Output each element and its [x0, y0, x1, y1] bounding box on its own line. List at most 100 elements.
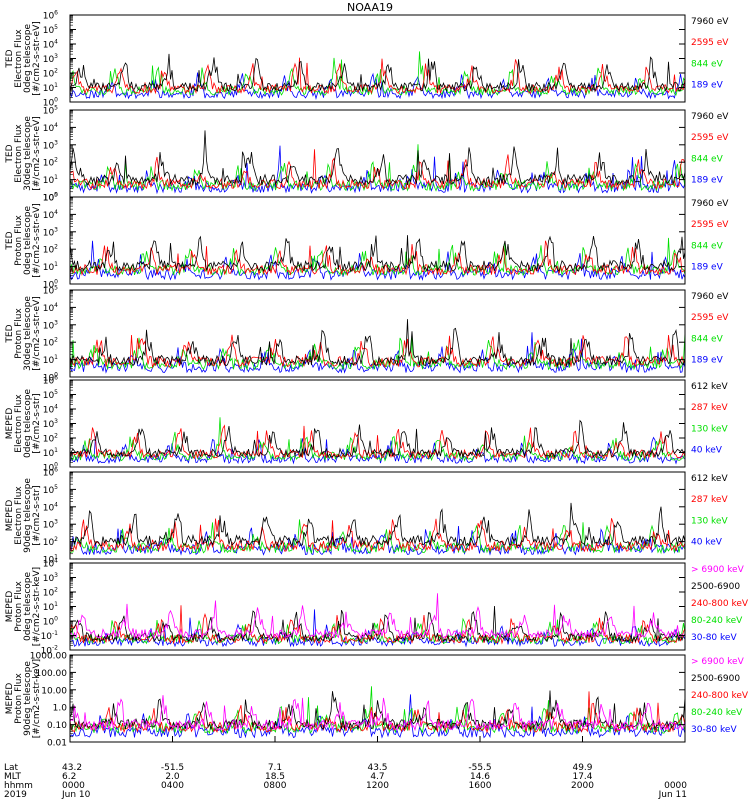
trace-2-1 [69, 130, 686, 187]
trace-8-3 [69, 691, 686, 734]
x-tick-label: 4.7 [370, 772, 384, 782]
legend-entry: 240-800 keV [691, 599, 749, 609]
trace-5-2 [69, 424, 686, 460]
panel-3-frame [69, 196, 686, 285]
panel-1-traces [69, 51, 686, 100]
panel-6-ylabel: MEPEDElectron Flux90deg telescope[#/cm2-… [5, 478, 42, 553]
legend-entry: 189 eV [691, 356, 724, 366]
panel-8: 0.010.101.010.00100.001000.00MEPEDProton… [5, 652, 749, 749]
ylabel-line: [#/cm2-s-str] [32, 485, 42, 545]
y-tick-label: 102 [43, 244, 58, 256]
legend-entry: > 6900 keV [691, 657, 745, 667]
y-tick-label: 101 [43, 601, 58, 613]
ylabel-line: MEPED [5, 408, 15, 440]
trace-1-1 [69, 53, 686, 93]
ylabel-line: 90deg telescope [23, 478, 33, 553]
legend-entry: 130 keV [691, 516, 728, 526]
legend-entry: 844 eV [691, 334, 724, 344]
legend-entry: 30-80 keV [691, 633, 737, 643]
ylabel-line: 0deg telescope [23, 572, 33, 642]
legend-entry: 189 eV [691, 176, 724, 186]
y-tick-label: 105 [43, 484, 58, 496]
trace-5-3 [69, 417, 686, 462]
y-tick-label: 105 [43, 105, 58, 117]
y-tick-label: 103 [43, 572, 58, 584]
x-tick-label: 17.4 [572, 772, 592, 782]
ylabel-line: Proton Flux [14, 308, 24, 359]
legend-entry: 2595 eV [691, 38, 729, 48]
ylabel-line: Electron Flux [14, 486, 24, 545]
y-tick-label: 106 [43, 467, 58, 479]
trace-4-1 [69, 319, 686, 367]
panels-layer: 100 101 102 103 104 105 106 TED Electron Flux 0de… [5, 10, 749, 749]
y-tick-label: 101 [43, 261, 58, 273]
legend-entry: 40 keV [691, 538, 723, 548]
ylabel-line: [#/cm2-s-str-keV] [32, 567, 42, 646]
x-tick-label: 18.5 [265, 772, 285, 782]
panel-8-frame [69, 654, 686, 743]
trace-4-2 [69, 334, 686, 369]
legend-entry: 844 eV [691, 154, 724, 164]
y-tick-label: 10-1 [41, 630, 59, 642]
y-tick-label: 104 [43, 404, 58, 416]
y-tick-label: 104 [43, 122, 58, 134]
x-tick-label: 0000 [62, 781, 85, 791]
x-row-label: 2019 [4, 790, 27, 800]
y-tick-label: 101 [43, 82, 58, 94]
legend-entry: 2500-6900 [691, 582, 740, 592]
ylabel-line: 90deg telescope [23, 661, 33, 736]
x-tick-label: 49.9 [572, 763, 592, 773]
panel-4-frame [69, 289, 686, 378]
panel-3-traces [69, 235, 686, 281]
panel-4-traces [69, 319, 686, 374]
trace-1-2 [69, 57, 686, 95]
legend-entry: 80-240 keV [691, 616, 743, 626]
legend-entry: 240-800 keV [691, 691, 749, 701]
ylabel-line: MEPED [5, 683, 15, 715]
y-tick-label: 101 [43, 354, 58, 366]
trace-7-5 [69, 609, 686, 648]
panel-6-frame [69, 471, 686, 560]
x-tick-label: 7.1 [268, 763, 282, 773]
y-tick-label: 100 [43, 97, 58, 109]
ylabel-line: MEPED [5, 591, 15, 623]
y-tick-label: 0.10 [47, 721, 67, 731]
ylabel-line: Proton Flux [14, 215, 24, 266]
panel-4-ylabel: TEDProton Flux30deg telescope[#/cm2-s-st… [5, 296, 42, 371]
legend-entry: 287 keV [691, 403, 728, 413]
y-tick-label: 10.00 [41, 686, 67, 696]
y-tick-label: 102 [43, 433, 58, 445]
trace-1-4 [69, 72, 686, 100]
x-tick-label: 43.5 [367, 763, 387, 773]
y-tick-label: 100 [43, 462, 58, 474]
x-tick-label: 2000 [571, 781, 594, 791]
y-tick-label: 105 [43, 285, 58, 297]
x-row-label: hhmm [4, 781, 33, 791]
ylabel-line: 30deg telescope [23, 296, 33, 371]
ylabel-line: 30deg telescope [23, 116, 33, 191]
ylabel-line: 0deg telescope [23, 24, 33, 94]
x-tick-label: 0400 [161, 781, 184, 791]
trace-8-1 [69, 695, 686, 732]
panel-8-ylabel: MEPEDProton Flux90deg telescope[#/cm2-s-… [5, 659, 42, 738]
legend-entry: 7960 eV [691, 199, 729, 209]
x-tick-label: 0800 [264, 781, 287, 791]
x-tick-label: Jun 10 [61, 790, 91, 800]
ylabel-line: TED [5, 49, 15, 68]
y-tick-label: 104 [43, 302, 58, 314]
x-tick-label: 1600 [469, 781, 492, 791]
y-tick-label: 104 [43, 558, 58, 570]
trace-3-4 [69, 240, 686, 281]
y-tick-label: 103 [43, 139, 58, 151]
x-tick-label: 0000 [664, 781, 687, 791]
y-tick-label: 100 [43, 279, 58, 291]
y-tick-label: 103 [43, 319, 58, 331]
ylabel-line: 0deg telescope [23, 206, 33, 276]
x-tick-label: -51.5 [161, 763, 184, 773]
